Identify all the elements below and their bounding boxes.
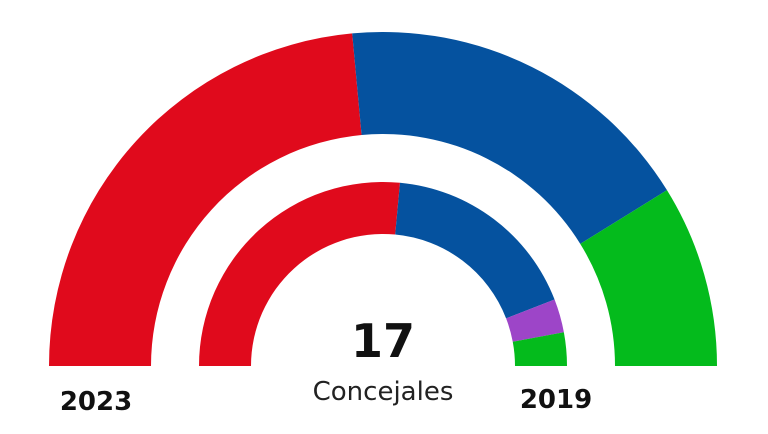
ring-2019-segment-4 (512, 332, 567, 366)
total-seats-value: 17 (351, 314, 415, 368)
ring-2019-segment-1 (199, 181, 400, 366)
ring-2023-segment-3 (580, 190, 717, 366)
outer-ring-year-label: 2023 (60, 387, 132, 417)
inner-ring-year-label: 2019 (520, 385, 592, 415)
outer-ring-2023 (48, 31, 717, 367)
ring-2023-segment-2 (352, 31, 667, 244)
inner-ring-2019 (199, 181, 567, 366)
ring-2019-segment-3 (506, 299, 564, 342)
ring-2019-segment-2 (395, 182, 555, 319)
total-seats-caption: Concejales (313, 377, 454, 407)
ring-2023-segment-1 (48, 33, 362, 367)
